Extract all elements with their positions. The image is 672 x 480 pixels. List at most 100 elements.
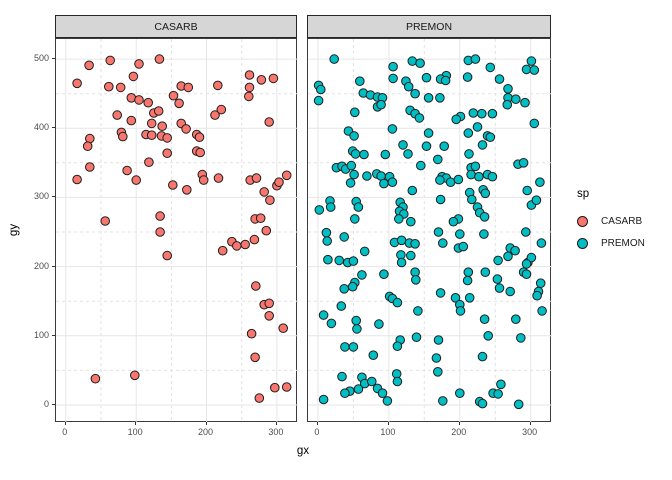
data-point: [246, 328, 257, 339]
y-tick-label: 500: [33, 53, 49, 64]
data-point: [421, 141, 432, 151]
data-point: [503, 84, 513, 94]
data-point: [487, 108, 498, 119]
data-point: [526, 56, 537, 66]
data-point: [157, 121, 167, 131]
data-point: [105, 55, 116, 66]
y-tick-mark: [52, 265, 55, 267]
plot-panel-premon: [307, 38, 552, 423]
data-point: [448, 216, 459, 227]
data-point: [348, 342, 359, 352]
data-point: [464, 149, 474, 159]
data-point: [411, 332, 422, 343]
data-point: [477, 140, 488, 150]
data-point: [350, 107, 360, 118]
data-point: [349, 169, 359, 180]
data-point: [455, 229, 465, 239]
x-tick-label: 0: [314, 427, 320, 437]
data-point: [406, 250, 416, 261]
data-point: [483, 331, 493, 341]
data-point: [256, 75, 267, 85]
casarb-point-icon: [577, 215, 588, 227]
data-point: [168, 90, 179, 101]
facet-strip-label: CASARB: [154, 20, 198, 33]
data-point: [115, 82, 126, 93]
data-point: [485, 132, 496, 142]
data-point: [503, 251, 513, 262]
data-point: [144, 157, 154, 167]
data-point: [353, 202, 364, 212]
data-point: [313, 95, 324, 106]
data-point: [496, 379, 506, 390]
x-tick-mark: [205, 422, 207, 425]
plot-panel-casarb: [55, 38, 298, 423]
data-point: [336, 301, 347, 311]
data-point: [494, 283, 505, 293]
data-point: [350, 214, 360, 224]
x-tick-mark: [316, 422, 318, 425]
data-point: [128, 71, 139, 82]
data-point: [134, 95, 144, 105]
data-point: [250, 352, 260, 363]
data-point: [493, 255, 503, 266]
data-point: [439, 141, 449, 151]
data-point: [329, 54, 340, 64]
data-point: [462, 72, 473, 82]
data-point: [259, 187, 269, 197]
data-point: [470, 54, 481, 64]
data-point: [421, 72, 432, 83]
x-tick-mark: [64, 422, 66, 425]
data-point: [468, 108, 479, 118]
data-point: [526, 252, 537, 263]
data-point: [254, 393, 265, 403]
y-tick-label: 400: [33, 122, 49, 133]
data-point: [339, 232, 350, 242]
data-point: [195, 147, 205, 158]
data-point: [479, 212, 490, 222]
data-point: [392, 297, 403, 308]
data-point: [154, 54, 165, 64]
data-point: [380, 149, 391, 160]
data-point: [423, 128, 434, 138]
data-point: [244, 91, 254, 102]
data-point: [423, 93, 434, 103]
y-tick-mark: [52, 127, 55, 129]
x-tick-label: 100: [127, 427, 143, 437]
premon-point-icon: [577, 237, 588, 249]
x-tick-mark: [135, 422, 137, 425]
data-point: [146, 130, 157, 140]
data-point: [213, 80, 223, 91]
data-point: [466, 169, 476, 180]
data-point: [394, 214, 404, 224]
data-point: [414, 113, 425, 123]
data-point: [396, 257, 407, 268]
data-point: [474, 171, 484, 182]
data-point: [511, 314, 521, 325]
data-point: [321, 227, 332, 238]
x-tick-mark: [529, 422, 531, 425]
data-point: [435, 175, 445, 185]
data-point: [281, 170, 292, 181]
data-point: [462, 275, 473, 286]
data-point: [318, 394, 329, 405]
data-point: [346, 160, 357, 171]
data-point: [406, 216, 416, 227]
data-point: [316, 84, 326, 95]
data-point: [379, 269, 389, 279]
data-point: [162, 133, 172, 143]
data-point: [104, 81, 114, 92]
data-point: [392, 376, 403, 387]
data-point: [505, 286, 515, 297]
data-point: [479, 314, 490, 325]
data-point: [353, 384, 364, 394]
data-point: [410, 239, 420, 249]
data-point: [529, 118, 540, 129]
data-point: [379, 178, 389, 189]
data-point: [413, 306, 423, 316]
data-point: [348, 256, 359, 266]
data-point: [492, 274, 503, 284]
data-point: [198, 175, 209, 185]
data-point: [520, 97, 530, 108]
data-point: [72, 78, 82, 89]
